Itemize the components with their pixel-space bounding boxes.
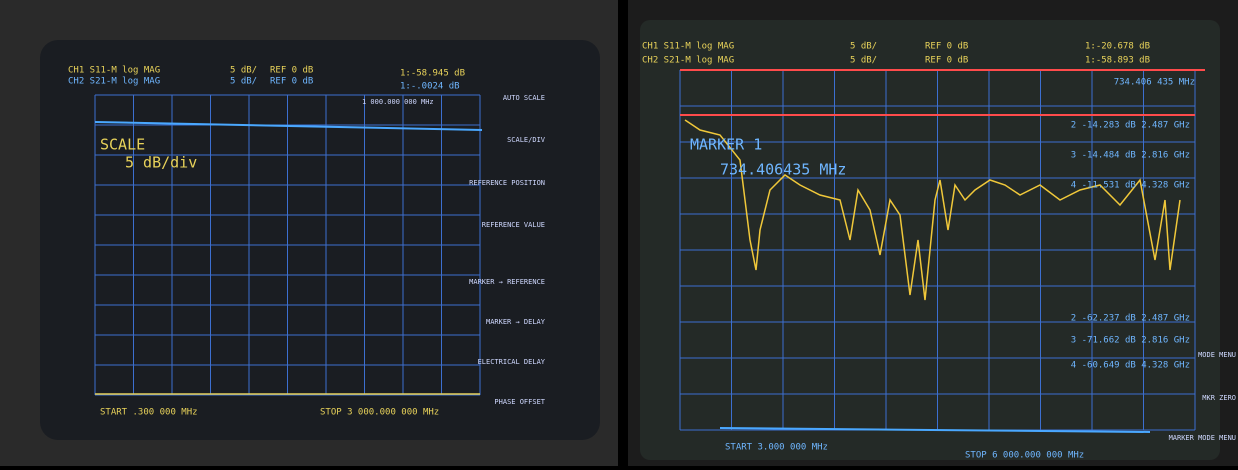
marker-value: 734.406435 MHz bbox=[720, 161, 846, 179]
softkey: MKR ZERO bbox=[1202, 394, 1236, 402]
softkey: REFERENCE POSITION bbox=[469, 179, 545, 187]
softkey: AUTO SCALE bbox=[503, 94, 545, 102]
right-ch1-base bbox=[719, 427, 1151, 433]
ch1-ref: REF 0 dB bbox=[270, 66, 313, 76]
ch1-label: CH1 S11-M log MAG bbox=[642, 42, 734, 52]
scale-value: 5 dB/div bbox=[125, 154, 197, 172]
ch2-ref: REF 0 dB bbox=[925, 56, 968, 66]
softkey: ELECTRICAL DELAY bbox=[478, 358, 546, 366]
ch1-marker-readout: 4 -11.531 dB 4.328 GHz bbox=[1071, 181, 1190, 191]
ch2-scale: 5 dB/ bbox=[230, 77, 257, 87]
marker-freq: 1 000.000 000 MHz bbox=[362, 98, 434, 106]
ch1-marker-readout: 3 -14.484 dB 2.816 GHz bbox=[1071, 151, 1190, 161]
stop-label: STOP 6 000.000 000 MHz bbox=[965, 451, 1084, 461]
ch1-ref: REF 0 dB bbox=[925, 42, 968, 52]
ch2-marker-readout: 4 -60.649 dB 4.328 GHz bbox=[1071, 361, 1190, 371]
left-screen bbox=[40, 40, 600, 440]
ch1-marker: 1:-20.678 dB bbox=[1085, 42, 1150, 52]
ch2-label: CH2 S21-M log MAG bbox=[68, 77, 160, 87]
start-label: START .300 000 MHz bbox=[100, 408, 198, 418]
softkey: SCALE/DIV bbox=[507, 136, 546, 144]
marker-freq: 734.406 435 MHz bbox=[1114, 78, 1195, 88]
marker-title: MARKER 1 bbox=[690, 136, 762, 154]
labels: CH1 S11-M log MAG 5 dB/REF 0 dB 1:-58.945 … bbox=[68, 42, 1236, 461]
softkey: MARKER → DELAY bbox=[486, 318, 546, 326]
ch2-marker-readout: 3 -71.662 dB 2.816 GHz bbox=[1071, 336, 1190, 346]
grids bbox=[94, 69, 1196, 431]
softkey: REFERENCE VALUE bbox=[482, 221, 545, 229]
scale-title: SCALE bbox=[100, 136, 145, 154]
ch2-marker: 1:-.0024 dB bbox=[400, 82, 460, 92]
ch1-scale: 5 dB/ bbox=[230, 66, 257, 76]
ch1-marker: 1:-58.945 dB bbox=[400, 69, 465, 79]
ch2-ref: REF 0 dB bbox=[270, 77, 313, 87]
right-ch1-trace bbox=[684, 119, 1181, 301]
ch1-label: CH1 S11-M log MAG bbox=[68, 66, 160, 76]
stop-label: STOP 3 000.000 000 MHz bbox=[320, 408, 439, 418]
left-ch2-trace bbox=[94, 121, 483, 131]
softkey: MARKER → REFERENCE bbox=[469, 278, 545, 286]
softkey: MARKER MODE MENU bbox=[1169, 434, 1236, 442]
right-screen bbox=[640, 20, 1220, 460]
ch2-marker-readout: 2 -62.237 dB 2.487 GHz bbox=[1071, 314, 1190, 324]
ch1-marker-readout: 2 -14.283 dB 2.487 GHz bbox=[1071, 121, 1190, 131]
ch2-marker: 1:-58.893 dB bbox=[1085, 56, 1150, 66]
softkey: PHASE OFFSET bbox=[494, 398, 545, 406]
ch2-scale: 5 dB/ bbox=[850, 56, 877, 66]
softkey: MODE MENU bbox=[1198, 351, 1236, 359]
start-label: START 3.000 000 MHz bbox=[725, 443, 828, 453]
ch2-label: CH2 S21-M log MAG bbox=[642, 56, 734, 66]
ch1-scale: 5 dB/ bbox=[850, 42, 877, 52]
